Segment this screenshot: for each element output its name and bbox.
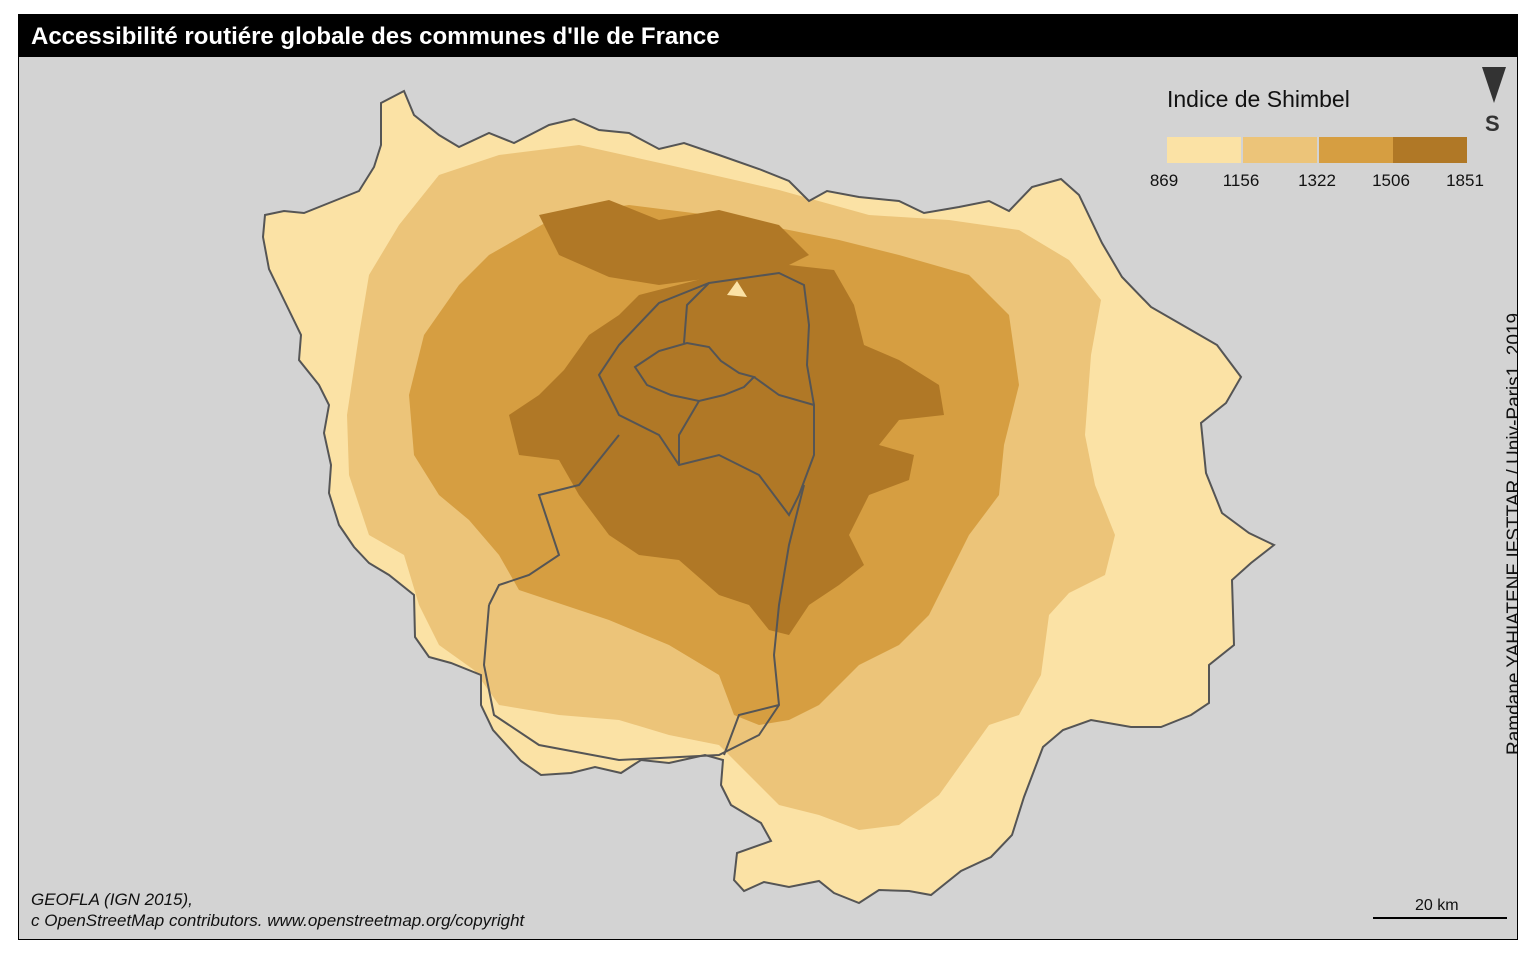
scale-bar [1373,917,1507,919]
map-title: Accessibilité routiére globale des commu… [31,23,720,50]
essonne-south-boundary [482,484,805,762]
class-4-area [509,265,944,635]
author-credit: Ramdane YAHIATENE,IFSTTAR / Univ-Paris1,… [1504,312,1518,755]
inner-divider-east [753,376,815,406]
seine-et-marne-west-boundary [723,704,780,756]
scale-bar-label: 20 km [1415,897,1459,914]
inner-divider-north [683,282,710,344]
legend-break-3: 1322 [1298,171,1336,190]
title-bar: Accessibilité routiére globale des commu… [19,15,1517,57]
north-arrow-letter: S [1485,111,1500,136]
legend-swatch-2 [1243,137,1317,163]
map-canvas [261,89,1276,905]
inner-divider-south [678,400,700,465]
north-arrow-icon [1482,67,1506,103]
class-4-north-lobe [539,200,809,285]
map-frame: Accessibilité routiére globale des commu… [18,14,1518,940]
class-1-enclave [727,281,747,297]
region-outline [261,89,1276,905]
legend-title: Indice de Shimbel [1167,86,1350,112]
legend-swatch-4 [1393,137,1467,163]
legend-swatch-3 [1319,137,1393,163]
legend-swatch-1 [1167,137,1241,163]
source-note: GEOFLA (IGN 2015), c OpenStreetMap contr… [31,889,524,931]
department-boundaries [482,271,815,762]
legend-break-5: 1851 [1446,171,1484,190]
legend-break-2: 1156 [1222,171,1260,190]
source-line-1: GEOFLA (IGN 2015), [31,890,193,909]
source-line-2: c OpenStreetMap contributors. www.openst… [31,911,525,930]
legend-break-1: 869 [1149,171,1179,190]
essonne-boundary [488,434,620,606]
petite-couronne-boundary [597,271,815,517]
legend-break-4: 1506 [1372,171,1410,190]
